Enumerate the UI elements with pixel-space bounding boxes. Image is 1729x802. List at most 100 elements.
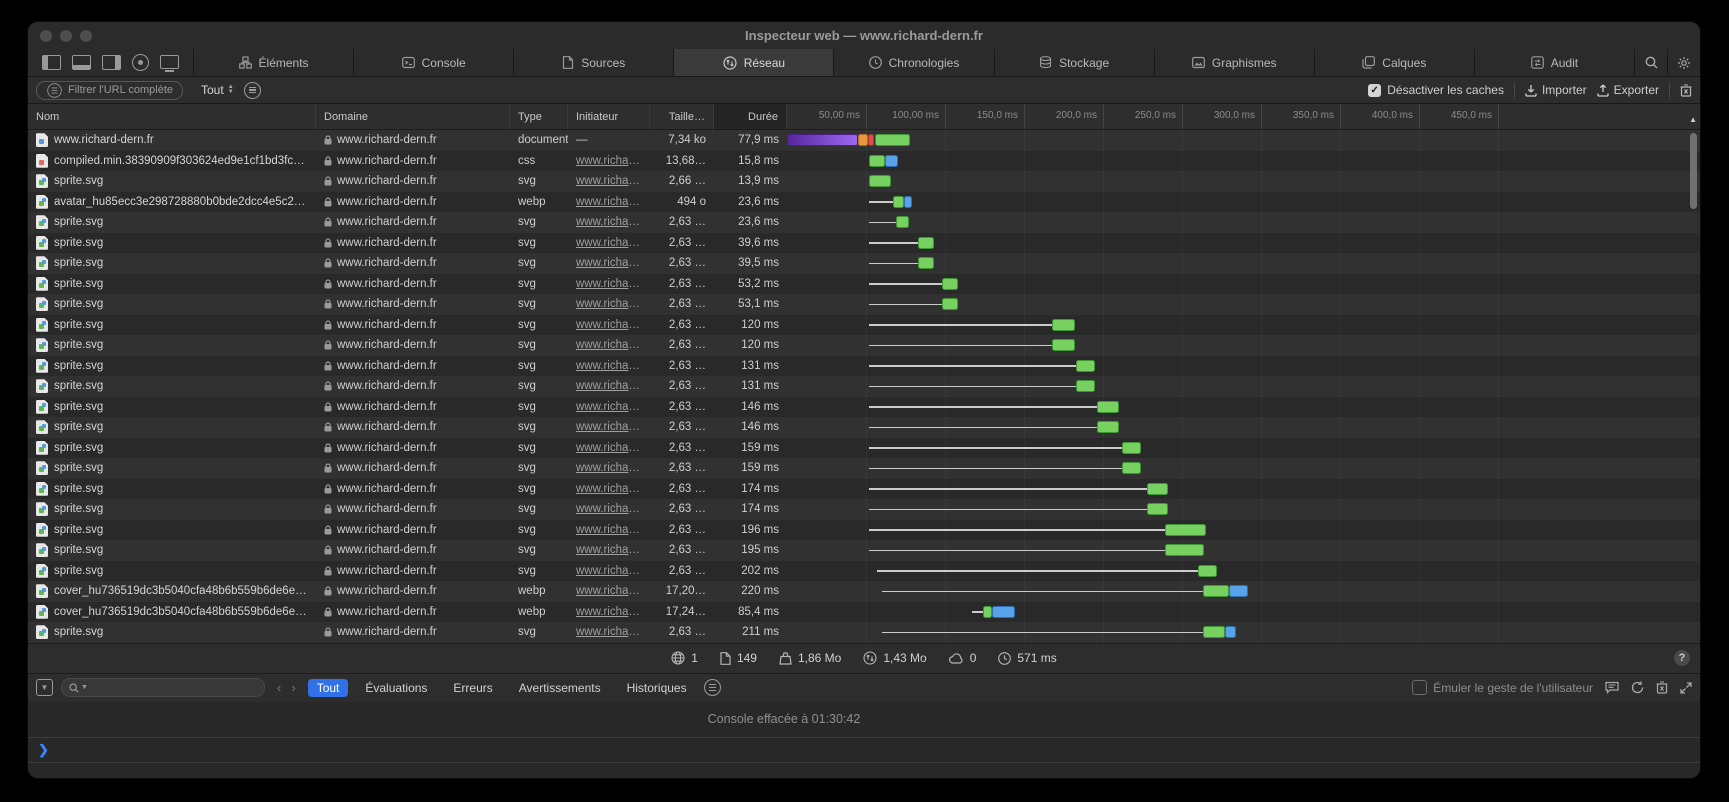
column-header-name[interactable]: Nom xyxy=(28,104,316,129)
network-request-row[interactable]: sprite.svg www.richard-dern.fr svg www.r… xyxy=(28,499,1700,520)
network-request-row[interactable]: sprite.svg www.richard-dern.fr svg www.r… xyxy=(28,437,1700,458)
scrollbar-thumb[interactable] xyxy=(1690,133,1697,209)
resource-initiator-link[interactable]: www.richard-d… xyxy=(576,339,642,352)
tab-layers[interactable]: Calques xyxy=(1314,49,1475,76)
resource-initiator-link[interactable]: www.richard-d… xyxy=(576,503,642,516)
resource-initiator-link[interactable]: www.richard-d… xyxy=(576,523,642,536)
help-button[interactable]: ? xyxy=(1674,650,1690,666)
console-filter-errors[interactable]: Erreurs xyxy=(453,680,493,695)
resource-initiator-link[interactable]: www.richard-d… xyxy=(576,257,642,270)
resource-initiator-link[interactable]: www.richard-d… xyxy=(576,585,642,598)
url-filter-field[interactable]: Filtrer l'URL complète xyxy=(36,80,183,100)
console-prompt[interactable]: ❯ xyxy=(28,737,1700,763)
network-request-row[interactable]: sprite.svg www.richard-dern.fr svg www.r… xyxy=(28,335,1700,356)
network-request-row[interactable]: sprite.svg www.richard-dern.fr svg www.r… xyxy=(28,560,1700,581)
clear-console-button[interactable] xyxy=(1656,681,1668,694)
resource-initiator-link[interactable]: www.richard-d… xyxy=(576,359,642,372)
resource-initiator-link[interactable]: www.richard-d… xyxy=(576,605,642,618)
resource-initiator-link[interactable]: www.richard-d… xyxy=(576,441,642,454)
resource-initiator-link[interactable]: www.richard-d… xyxy=(576,380,642,393)
resource-initiator-link[interactable]: www.richard-d… xyxy=(576,216,642,229)
zoom-window-button[interactable] xyxy=(80,29,92,42)
console-search-field[interactable]: ▼ xyxy=(61,678,265,697)
network-request-row[interactable]: sprite.svg www.richard-dern.fr svg www.r… xyxy=(28,232,1700,253)
tab-network[interactable]: Réseau xyxy=(674,49,835,76)
filter-options-icon[interactable] xyxy=(243,81,261,99)
resource-initiator-link[interactable]: www.richard-d… xyxy=(576,626,642,639)
tab-graphics[interactable]: Graphismes xyxy=(1154,49,1315,76)
console-scope-icon[interactable]: ▼ xyxy=(36,679,53,696)
detach-console-icon[interactable] xyxy=(1680,681,1692,694)
network-request-row[interactable]: sprite.svg www.richard-dern.fr svg www.r… xyxy=(28,294,1700,315)
resource-initiator-link[interactable]: www.richard-d… xyxy=(576,298,642,311)
next-result-button[interactable]: › xyxy=(291,680,296,695)
network-request-row[interactable]: sprite.svg www.richard-dern.fr svg www.r… xyxy=(28,253,1700,274)
tab-sources[interactable]: Sources xyxy=(514,49,675,76)
minimize-window-button[interactable] xyxy=(60,29,72,42)
search-button[interactable] xyxy=(1635,49,1668,76)
network-request-row[interactable]: sprite.svg www.richard-dern.fr svg www.r… xyxy=(28,519,1700,540)
console-filter-logs[interactable]: Historiques xyxy=(626,680,687,695)
settings-button[interactable] xyxy=(1668,49,1700,76)
console-filter-warnings[interactable]: Avertissements xyxy=(518,680,601,695)
console-filter-options-icon[interactable] xyxy=(703,679,721,696)
resource-initiator-link[interactable]: www.richard-d… xyxy=(576,277,642,290)
network-request-row[interactable]: sprite.svg www.richard-dern.fr svg www.r… xyxy=(28,396,1700,417)
resource-initiator-link[interactable]: www.richard-d… xyxy=(576,195,642,208)
column-header-duration[interactable]: Durée xyxy=(714,104,787,129)
resource-initiator-link[interactable]: www.richard-d… xyxy=(576,421,642,434)
network-request-row[interactable]: sprite.svg www.richard-dern.fr svg www.r… xyxy=(28,478,1700,499)
disable-caches-checkbox[interactable]: ✓ Désactiver les caches xyxy=(1368,83,1504,97)
dock-left-icon[interactable] xyxy=(42,55,61,70)
close-window-button[interactable] xyxy=(40,29,52,42)
export-button[interactable]: Exporter xyxy=(1596,83,1659,97)
scroll-up-icon[interactable]: ▲ xyxy=(1689,115,1697,124)
tab-elements[interactable]: Éléments xyxy=(194,49,355,76)
tab-storage[interactable]: Stockage xyxy=(994,49,1155,76)
network-request-row[interactable]: cover_hu736519dc3b5040cfa48b6b559b6de6ec… xyxy=(28,581,1700,602)
network-request-row[interactable]: cover_hu736519dc3b5040cfa48b6b559b6de6ec… xyxy=(28,601,1700,622)
dock-bottom-icon[interactable] xyxy=(72,55,91,70)
device-settings-icon[interactable] xyxy=(160,54,179,72)
clear-network-button[interactable] xyxy=(1680,83,1692,97)
network-request-row[interactable]: www.richard-dern.fr www.richard-dern.fr … xyxy=(28,130,1700,151)
resource-initiator-link[interactable]: www.richard-d… xyxy=(576,175,642,188)
network-request-row[interactable]: sprite.svg www.richard-dern.fr svg www.r… xyxy=(28,273,1700,294)
column-header-type[interactable]: Type xyxy=(510,104,568,129)
network-request-row[interactable]: sprite.svg www.richard-dern.fr svg www.r… xyxy=(28,376,1700,397)
console-messages-button[interactable] xyxy=(1605,681,1619,694)
console-reload-button[interactable] xyxy=(1631,681,1644,694)
column-header-initiator[interactable]: Initiateur xyxy=(568,104,650,129)
resource-type-select[interactable]: Tout ▲ ▼ xyxy=(201,83,234,97)
tab-console[interactable]: Console xyxy=(354,49,515,76)
network-request-row[interactable]: sprite.svg www.richard-dern.fr svg www.r… xyxy=(28,417,1700,438)
resource-initiator-link[interactable]: www.richard-d… xyxy=(576,544,642,557)
scrollbar[interactable] xyxy=(1688,129,1700,643)
network-request-row[interactable]: compiled.min.38390909f303624ed9e1cf1bd3f… xyxy=(28,150,1700,171)
resource-initiator-link[interactable]: www.richard-d… xyxy=(576,236,642,249)
column-header-domain[interactable]: Domaine xyxy=(316,104,510,129)
resource-initiator-link[interactable]: www.richard-d… xyxy=(576,400,642,413)
network-request-row[interactable]: sprite.svg www.richard-dern.fr svg www.r… xyxy=(28,622,1700,643)
element-picker-icon[interactable] xyxy=(132,54,149,71)
resource-initiator-link[interactable]: www.richard-d… xyxy=(576,318,642,331)
resource-initiator-link[interactable]: www.richard-d… xyxy=(576,462,642,475)
network-request-row[interactable]: sprite.svg www.richard-dern.fr svg www.r… xyxy=(28,458,1700,479)
resource-initiator-link[interactable]: www.richard-d… xyxy=(576,564,642,577)
network-request-row[interactable]: sprite.svg www.richard-dern.fr svg www.r… xyxy=(28,171,1700,192)
network-request-row[interactable]: avatar_hu85ecc3e298728880b0bde2dcc4e5c23… xyxy=(28,191,1700,212)
console-filter-all[interactable]: Tout xyxy=(307,678,349,697)
tab-timelines[interactable]: Chronologies xyxy=(834,49,995,76)
network-request-row[interactable]: sprite.svg www.richard-dern.fr svg www.r… xyxy=(28,355,1700,376)
network-request-row[interactable]: sprite.svg www.richard-dern.fr svg www.r… xyxy=(28,212,1700,233)
emulate-user-gesture-checkbox[interactable]: Émuler le geste de l'utilisateur xyxy=(1412,680,1593,695)
network-request-row[interactable]: sprite.svg www.richard-dern.fr svg www.r… xyxy=(28,540,1700,561)
import-button[interactable]: Importer xyxy=(1525,83,1587,97)
previous-result-button[interactable]: ‹ xyxy=(277,680,282,695)
console-filter-evaluations[interactable]: Évaluations xyxy=(365,680,428,695)
dock-right-icon[interactable] xyxy=(102,55,121,70)
network-request-row[interactable]: sprite.svg www.richard-dern.fr svg www.r… xyxy=(28,314,1700,335)
column-header-size[interactable]: Taille… xyxy=(650,104,714,129)
resource-initiator-link[interactable]: www.richard-d… xyxy=(576,154,642,167)
resource-initiator-link[interactable]: www.richard-d… xyxy=(576,482,642,495)
